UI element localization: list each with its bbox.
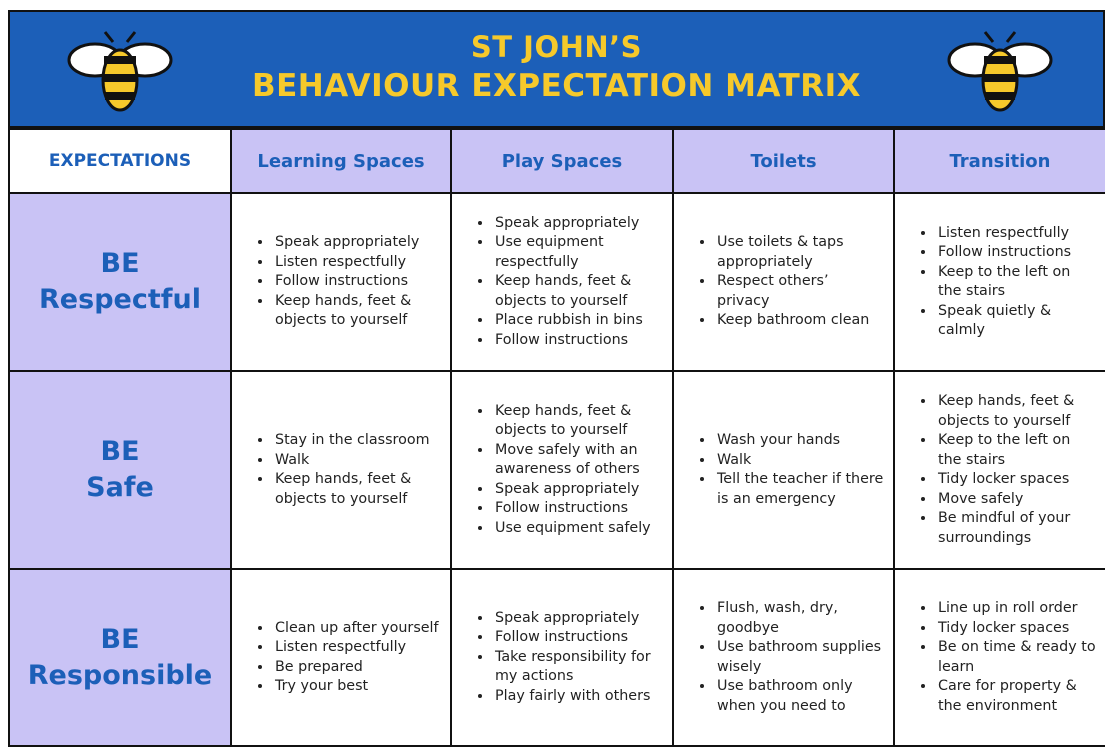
bullet-item: Walk xyxy=(715,451,885,471)
bullet-item: Follow instructions xyxy=(936,243,1097,263)
bullet-item: Keep hands, feet & objects to yourself xyxy=(936,392,1097,431)
bullet-item: Wash your hands xyxy=(715,431,885,451)
bullet-item: Follow instructions xyxy=(493,499,664,519)
bullet-item: Keep hands, feet & objects to yourself xyxy=(493,402,664,441)
table-cell: Speak appropriatelyFollow instructionsTa… xyxy=(450,568,674,747)
table-cell: Speak appropriatelyUse equipment respect… xyxy=(450,192,674,372)
bullet-item: Use equipment safely xyxy=(493,519,664,539)
bullet-item: Speak appropriately xyxy=(493,480,664,500)
title: ST JOHN’S xyxy=(470,30,643,64)
bullet-item: Keep bathroom clean xyxy=(715,311,885,331)
bullet-item: Flush, wash, dry, goodbye xyxy=(715,599,885,638)
bullet-item: Listen respectfully xyxy=(936,224,1097,244)
bullet-item: Keep hands, feet & objects to yourself xyxy=(273,292,442,331)
row-label: BE Safe xyxy=(8,370,232,570)
column-header: EXPECTATIONS xyxy=(8,128,232,194)
column-header: Toilets xyxy=(672,128,895,194)
table-cell: Keep hands, feet & objects to yourselfMo… xyxy=(450,370,674,570)
row-label-line: BE xyxy=(100,623,140,655)
table-cell: Speak appropriatelyListen respectfullyFo… xyxy=(230,192,452,372)
bullet-list: Use toilets & taps appropriatelyRespect … xyxy=(696,233,885,331)
bullet-item: Line up in roll order xyxy=(936,599,1097,619)
row-label-line: Safe xyxy=(86,472,154,503)
bullet-item: Move safely xyxy=(936,490,1097,510)
bullet-item: Listen respectfully xyxy=(273,638,439,658)
matrix-table: EXPECTATIONS Learning Spaces Play Spaces To… xyxy=(8,128,1105,747)
table-cell: Listen respectfullyFollow instructionsKe… xyxy=(893,192,1105,372)
column-header: Transition xyxy=(893,128,1105,194)
bullet-item: Walk xyxy=(273,451,442,471)
bullet-list: Speak appropriatelyListen respectfullyFo… xyxy=(254,233,442,331)
bullet-list: Listen respectfullyFollow instructionsKe… xyxy=(917,224,1097,341)
bullet-item: Play fairly with others xyxy=(493,687,664,707)
bullet-item: Follow instructions xyxy=(493,628,664,648)
bullet-item: Care for property & the environment xyxy=(936,677,1097,716)
bullet-item: Speak quietly & calmly xyxy=(936,302,1097,341)
bullet-list: Keep hands, feet & objects to yourselfKe… xyxy=(917,392,1097,548)
table-cell: Line up in roll orderTidy locker spacesB… xyxy=(893,568,1105,747)
table-cell: Wash your handsWalkTell the teacher if t… xyxy=(672,370,895,570)
bullet-list: Flush, wash, dry, goodbyeUse bathroom su… xyxy=(696,599,885,716)
bullet-list: Line up in roll orderTidy locker spacesB… xyxy=(917,599,1097,716)
bullet-item: Follow instructions xyxy=(493,331,664,351)
bullet-item: Keep to the left on the stairs xyxy=(936,263,1097,302)
bullet-item: Be prepared xyxy=(273,658,439,678)
bullet-item: Stay in the classroom xyxy=(273,431,442,451)
row-label: BE Responsible xyxy=(8,568,232,747)
bee-icon xyxy=(67,31,173,112)
column-header: Play Spaces xyxy=(450,128,674,194)
bullet-list: Clean up after yourselfListen respectful… xyxy=(254,619,439,697)
bullet-item: Place rubbish in bins xyxy=(493,311,664,331)
bullet-list: Stay in the classroomWalkKeep hands, fee… xyxy=(254,431,442,509)
bullet-item: Move safely with an awareness of others xyxy=(493,441,664,480)
bullet-item: Speak appropriately xyxy=(273,233,442,253)
header-banner: ST JOHN’S BEHAVIOUR EXPECTATION MATRIX xyxy=(8,10,1105,128)
bullet-item: Be on time & ready to learn xyxy=(936,638,1097,677)
bullet-list: Speak appropriatelyUse equipment respect… xyxy=(474,214,664,351)
table-cell: Keep hands, feet & objects to yourselfKe… xyxy=(893,370,1105,570)
row-label-line: BE xyxy=(100,436,140,467)
bullet-item: Respect others’ privacy xyxy=(715,272,885,311)
column-header: Learning Spaces xyxy=(230,128,452,194)
title: BEHAVIOUR EXPECTATION MATRIX xyxy=(251,68,862,104)
bullet-item: Use bathroom only when you need to xyxy=(715,677,885,716)
table-cell: Flush, wash, dry, goodbyeUse bathroom su… xyxy=(672,568,895,747)
bullet-item: Speak appropriately xyxy=(493,609,664,629)
table-cell: Use toilets & taps appropriatelyRespect … xyxy=(672,192,895,372)
bullet-item: Keep to the left on the stairs xyxy=(936,431,1097,470)
bullet-list: Speak appropriatelyFollow instructionsTa… xyxy=(474,609,664,707)
bullet-item: Clean up after yourself xyxy=(273,619,439,639)
row-label-line: Responsible xyxy=(27,659,213,691)
bullet-item: Tidy locker spaces xyxy=(936,619,1097,639)
bullet-item: Use bathroom supplies wisely xyxy=(715,638,885,677)
bullet-item: Speak appropriately xyxy=(493,214,664,234)
table-cell: Stay in the classroomWalkKeep hands, fee… xyxy=(230,370,452,570)
table-cell: Clean up after yourselfListen respectful… xyxy=(230,568,452,747)
bullet-item: Tell the teacher if there is an emergenc… xyxy=(715,470,885,509)
bee-icon xyxy=(947,31,1053,112)
row-label-line: Respectful xyxy=(39,284,201,315)
row-label: BE Respectful xyxy=(8,192,232,372)
bullet-item: Try your best xyxy=(273,677,439,697)
bullet-item: Use toilets & taps appropriately xyxy=(715,233,885,272)
bullet-item: Take responsibility for my actions xyxy=(493,648,664,687)
bullet-item: Keep hands, feet & objects to yourself xyxy=(493,272,664,311)
bullet-item: Keep hands, feet & objects to yourself xyxy=(273,470,442,509)
bullet-item: Listen respectfully xyxy=(273,253,442,273)
bullet-list: Keep hands, feet & objects to yourselfMo… xyxy=(474,402,664,539)
row-label-line: BE xyxy=(100,248,140,279)
bullet-item: Be mindful of your surroundings xyxy=(936,509,1097,548)
bullet-item: Use equipment respectfully xyxy=(493,233,664,272)
bullet-item: Follow instructions xyxy=(273,272,442,292)
bullet-item: Tidy locker spaces xyxy=(936,470,1097,490)
bullet-list: Wash your handsWalkTell the teacher if t… xyxy=(696,431,885,509)
